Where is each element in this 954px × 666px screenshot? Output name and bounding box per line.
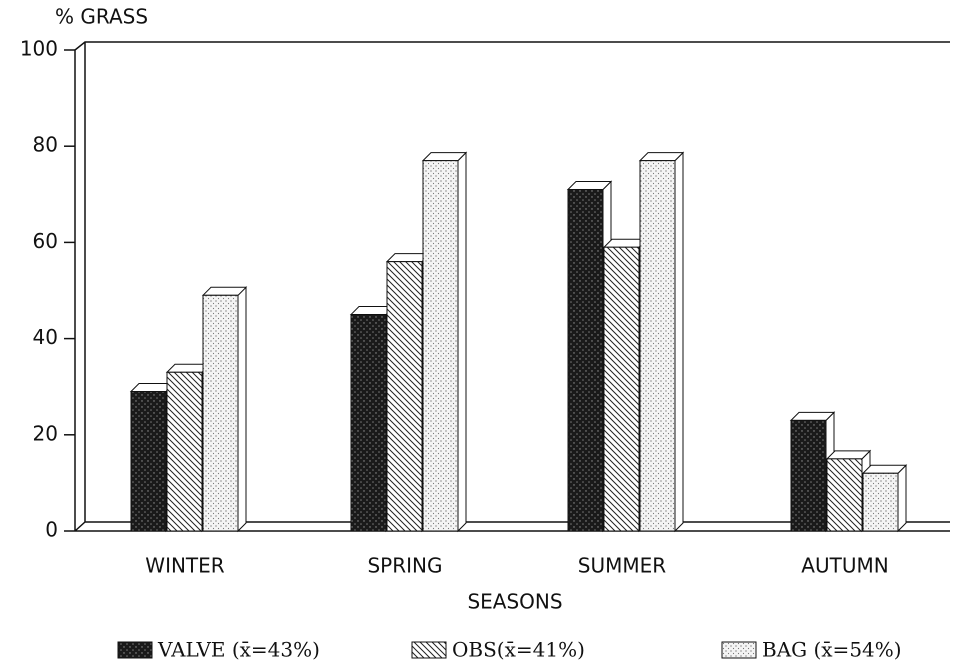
bar bbox=[350, 314, 387, 532]
y-tick-label: 40 bbox=[33, 325, 58, 349]
bar bbox=[166, 371, 203, 532]
x-tick-label: SPRING bbox=[367, 554, 442, 578]
legend-swatch bbox=[117, 641, 153, 659]
bar-side bbox=[457, 151, 467, 533]
legend-swatch bbox=[721, 641, 757, 659]
bar bbox=[422, 160, 459, 532]
y-tick-label: 20 bbox=[33, 421, 58, 445]
bar-top bbox=[201, 286, 248, 296]
bar bbox=[826, 458, 863, 532]
legend-swatch bbox=[411, 641, 447, 659]
bar bbox=[130, 391, 167, 532]
bar-side bbox=[237, 286, 247, 533]
axis-frame bbox=[74, 41, 950, 532]
x-tick-label: WINTER bbox=[145, 554, 224, 578]
legend-label: BAG (x̄=54%) bbox=[762, 638, 902, 662]
bar bbox=[386, 261, 423, 532]
x-tick-label: AUTUMN bbox=[801, 554, 888, 578]
x-tick-label: SUMMER bbox=[578, 554, 666, 578]
x-axis-label: SEASONS bbox=[467, 590, 562, 614]
bar bbox=[567, 188, 604, 532]
bar bbox=[202, 294, 239, 532]
bar-top bbox=[789, 411, 836, 421]
y-tick-label: 100 bbox=[20, 37, 58, 61]
legend-label: OBS(x̄=41%) bbox=[452, 638, 585, 662]
bar-top bbox=[638, 152, 685, 162]
legend-label: VALVE (x̄=43%) bbox=[157, 638, 320, 662]
bar bbox=[603, 246, 640, 532]
bar bbox=[862, 472, 899, 532]
bar-top bbox=[566, 180, 613, 190]
y-tick-label: 60 bbox=[33, 229, 58, 253]
y-tick-label: 80 bbox=[33, 133, 58, 157]
bar-top bbox=[825, 450, 872, 460]
y-tick-label: 0 bbox=[45, 518, 58, 542]
bar bbox=[639, 160, 676, 532]
bar bbox=[790, 419, 827, 532]
bar-side bbox=[674, 151, 684, 533]
y-axis-label: % GRASS bbox=[55, 5, 148, 29]
bar-side bbox=[897, 464, 907, 533]
bar-top bbox=[421, 152, 468, 162]
bar-top bbox=[861, 464, 908, 474]
